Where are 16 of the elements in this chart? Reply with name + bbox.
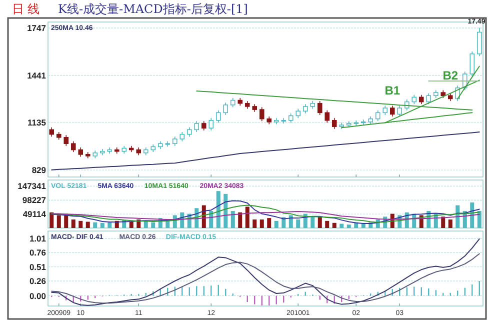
ytick: 1135 <box>28 118 46 128</box>
ytick: 147341 <box>18 181 46 192</box>
ytick: 0.51 <box>29 262 46 272</box>
title: 日 线 <box>12 2 40 16</box>
annotation: B1 <box>384 84 400 98</box>
annotation: B2 <box>442 68 458 82</box>
ytick: 829 <box>32 165 46 176</box>
ytick: 1.01 <box>29 233 46 244</box>
subtitle: K线-成交量-MACD指标-后复权-[1] <box>58 2 248 16</box>
ytick: 49114 <box>22 209 46 220</box>
ytick: 1441 <box>27 70 46 80</box>
ytick: 98227 <box>22 195 46 206</box>
ytick: 0.26 <box>29 276 46 286</box>
ytick: 0.76 <box>29 248 46 258</box>
ytick: 1747 <box>27 23 46 34</box>
ytick: 0.00 <box>29 290 46 301</box>
